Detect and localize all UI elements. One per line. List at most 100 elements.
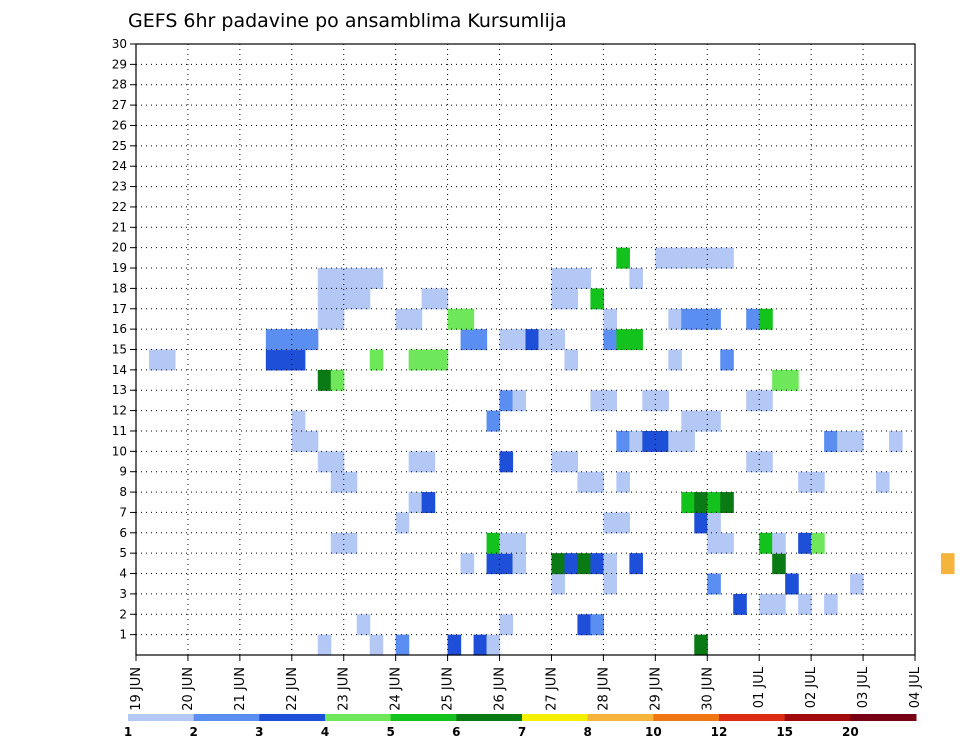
heatmap-cell	[447, 634, 462, 656]
heatmap-cell	[798, 532, 812, 554]
heatmap-cell	[369, 634, 384, 656]
heatmap-cell	[616, 471, 630, 493]
heatmap-cell	[395, 634, 410, 656]
heatmap-cell	[603, 553, 617, 575]
heatmap-cell	[291, 349, 306, 371]
heatmap-cell	[629, 553, 643, 575]
heatmap-cell	[681, 308, 695, 330]
heatmap-cell	[408, 492, 423, 514]
heatmap-cell	[603, 329, 617, 351]
heatmap-cell	[434, 288, 449, 310]
heatmap-cell	[655, 430, 669, 452]
heatmap-cell	[356, 268, 371, 289]
y-tick-label: 27	[112, 98, 127, 112]
heatmap-cell	[421, 492, 436, 514]
heatmap-cell	[707, 512, 721, 534]
y-tick-label: 5	[119, 546, 127, 560]
x-tick-label: 24 JUN	[389, 667, 404, 711]
heatmap-cell	[603, 573, 617, 595]
heatmap-cell	[551, 268, 566, 289]
chart-title: GEFS 6hr padavine po ansamblima Kursumli…	[128, 10, 567, 32]
heatmap-cell	[460, 308, 475, 330]
heatmap-cell	[499, 390, 514, 412]
legend-label: 4	[321, 725, 329, 739]
heatmap-cell	[343, 471, 358, 493]
x-tick-label: 28 JUN	[596, 667, 611, 711]
heatmap-cell	[759, 451, 773, 473]
heatmap-cell	[577, 471, 592, 493]
heatmap-cell	[746, 390, 760, 412]
legend-swatch	[653, 714, 720, 721]
heatmap-cell	[356, 288, 371, 310]
legend-label: 15	[776, 725, 793, 739]
heatmap-cell	[473, 329, 488, 351]
x-tick-label: 21 JUN	[233, 667, 248, 711]
heatmap-cell	[590, 288, 604, 310]
heatmap-cell	[291, 410, 306, 432]
heatmap-cell	[772, 369, 786, 391]
heatmap-cell	[421, 288, 436, 310]
heatmap-cell	[525, 329, 540, 351]
heatmap-cells	[148, 247, 955, 656]
x-tick-label: 01 JUL	[752, 666, 767, 708]
y-tick-label: 10	[112, 444, 127, 458]
heatmap-cell	[343, 532, 358, 554]
heatmap-cell	[356, 614, 371, 636]
heatmap-cell	[681, 492, 695, 514]
heatmap-cell	[408, 349, 423, 371]
heatmap-cell	[304, 329, 319, 351]
heatmap-cell	[707, 308, 721, 330]
heatmap-cell	[772, 532, 786, 554]
heatmap-cell	[460, 329, 475, 351]
x-tick-label: 20 JUN	[181, 667, 196, 711]
heatmap-cell	[564, 349, 579, 371]
legend-swatch	[128, 714, 195, 721]
heatmap-cell	[694, 247, 708, 269]
y-tick-label: 11	[112, 424, 127, 438]
heatmap-cell	[720, 492, 734, 514]
legend-swatch	[522, 714, 589, 721]
y-tick-labels: 1234567891011121314151617181920212223242…	[112, 37, 127, 642]
heatmap-cell	[317, 451, 332, 473]
heatmap-cell	[551, 573, 566, 595]
x-tick-label: 04 JUL	[908, 666, 923, 708]
heatmap-cell	[694, 492, 708, 514]
y-tick-label: 26	[112, 118, 127, 132]
heatmap-cell	[330, 532, 345, 554]
legend-swatch	[587, 714, 654, 721]
y-tick-label: 14	[112, 363, 127, 377]
heatmap-cell	[616, 512, 630, 534]
heatmap-cell	[616, 329, 630, 351]
heatmap-cell	[330, 288, 345, 310]
heatmap-cell	[733, 593, 747, 615]
heatmap-cell	[746, 308, 760, 330]
heatmap-cell	[629, 329, 643, 351]
y-tick-label: 15	[112, 343, 127, 357]
heatmap-cell	[343, 288, 358, 310]
heatmap-cell	[785, 573, 799, 595]
heatmap-cell	[330, 308, 345, 330]
heatmap-cell	[551, 288, 566, 310]
heatmap-cell	[694, 512, 708, 534]
heatmap-cell	[590, 471, 604, 493]
heatmap-cell	[486, 532, 501, 554]
x-tick-label: 22 JUN	[285, 667, 300, 711]
heatmap-cell	[330, 451, 345, 473]
axes	[130, 43, 916, 661]
heatmap-cell	[720, 532, 734, 554]
x-tick-label: 03 JUL	[856, 666, 871, 708]
heatmap-cell	[876, 471, 890, 493]
heatmap-cell	[317, 288, 332, 310]
heatmap-cell	[291, 430, 306, 452]
heatmap-cell	[317, 634, 332, 656]
heatmap-cell	[629, 430, 643, 452]
heatmap-cell	[369, 268, 384, 289]
heatmap-cell	[746, 451, 760, 473]
heatmap-cell	[720, 349, 734, 371]
y-tick-label: 20	[112, 241, 127, 255]
x-tick-label: 29 JUN	[648, 667, 663, 711]
y-tick-label: 12	[112, 404, 127, 418]
heatmap-cell	[499, 451, 514, 473]
heatmap-cell	[473, 634, 488, 656]
y-tick-label: 8	[119, 485, 127, 499]
